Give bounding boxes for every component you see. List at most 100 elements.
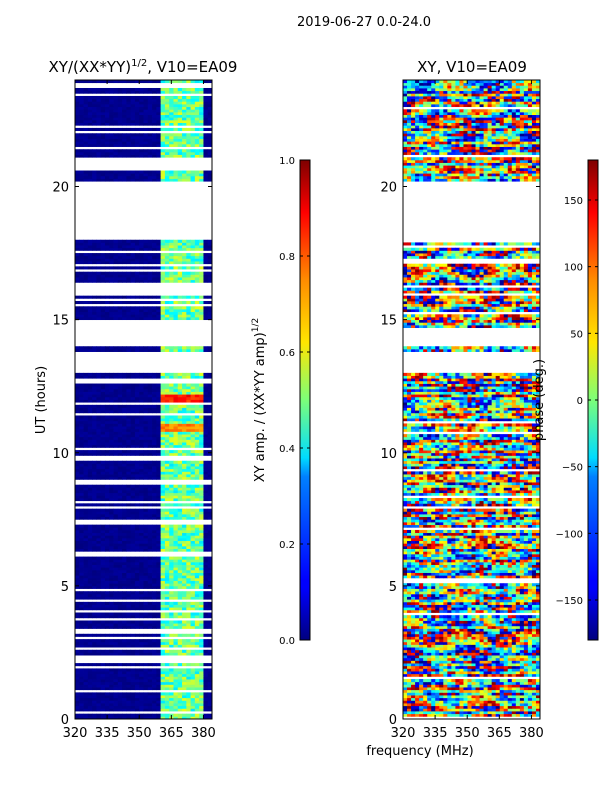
phase-cell (455, 705, 460, 709)
amplitude-cell (83, 436, 89, 440)
amplitude-cell (186, 386, 191, 390)
amplitude-cell (126, 697, 132, 701)
amplitude-cell (126, 684, 132, 688)
amplitude-cell (130, 133, 136, 137)
amplitude-cell (160, 122, 166, 126)
amplitude-cell (104, 652, 110, 656)
amplitude-cell (87, 407, 93, 411)
amplitude-cell (152, 569, 157, 573)
amplitude-cell (143, 703, 149, 707)
amplitude-cell (182, 548, 187, 552)
amplitude-cell (164, 407, 170, 411)
amplitude-cell (109, 261, 114, 265)
amplitude-cell (109, 428, 114, 432)
amplitude-cell (122, 511, 127, 515)
amplitude-cell (134, 375, 140, 379)
phase-cell (507, 705, 513, 709)
amplitude-cell (75, 498, 80, 502)
amplitude-cell (117, 474, 123, 478)
amplitude-cell (126, 716, 132, 720)
amplitude-cell (194, 700, 200, 704)
amplitude-cell (169, 468, 174, 472)
amplitude-cell (169, 681, 174, 685)
amplitude-cell (207, 513, 213, 518)
amplitude-cell (113, 178, 119, 182)
amplitude-cell (173, 87, 179, 92)
amplitude-cell (160, 532, 166, 536)
amplitude-cell (147, 471, 153, 475)
amplitude-cell (134, 178, 140, 182)
amplitude-cell (83, 133, 89, 137)
amplitude-cell (79, 391, 84, 395)
amplitude-cell (173, 703, 179, 707)
amplitude-cell (147, 676, 153, 680)
amplitude-cell (126, 607, 132, 611)
amplitude-cell (92, 705, 97, 709)
amplitude-cell (177, 663, 183, 667)
amplitude-cell (177, 173, 183, 177)
amplitude-cell (75, 639, 80, 643)
amplitude-cell (109, 705, 114, 709)
amplitude-cell (100, 511, 106, 515)
amplitude-cell (139, 673, 144, 677)
amplitude-cell (164, 463, 170, 467)
amplitude-cell (113, 673, 119, 677)
amplitude-cell (75, 572, 80, 576)
amplitude-cell (134, 258, 140, 262)
amplitude-cell (113, 620, 119, 624)
amplitude-cell (147, 513, 153, 518)
amplitude-cell (164, 431, 170, 435)
amplitude-cell (156, 277, 162, 281)
amplitude-cell (100, 476, 106, 480)
amplitude-cell (147, 255, 153, 259)
amplitude-cell (122, 135, 127, 139)
amplitude-cell (173, 492, 179, 496)
amplitude-cell (75, 490, 80, 494)
amplitude-cell (186, 399, 191, 403)
amplitude-cell (130, 548, 136, 552)
amplitude-cell (169, 503, 174, 507)
amplitude-cell (79, 300, 84, 305)
amplitude-cell (156, 295, 162, 299)
amplitude-cell (75, 439, 80, 443)
amplitude-cell (130, 279, 136, 283)
amplitude-cell (182, 623, 187, 627)
amplitude-cell (169, 620, 174, 624)
amplitude-cell (117, 668, 123, 672)
amplitude-cell (143, 564, 149, 568)
amplitude-cell (79, 511, 84, 515)
amplitude-cell (100, 487, 106, 491)
amplitude-cell (83, 452, 89, 456)
amplitude-cell (117, 596, 123, 600)
amplitude-cell (79, 713, 84, 717)
amplitude-cell (117, 471, 123, 475)
amplitude-cell (152, 463, 157, 467)
amplitude-cell (207, 700, 213, 704)
phase-cell (443, 711, 448, 715)
amplitude-cell (194, 426, 200, 430)
amplitude-cell (173, 316, 179, 321)
amplitude-cell (199, 527, 204, 531)
phase-cell (511, 708, 517, 712)
amplitude-cell (190, 388, 196, 392)
amplitude-cell (199, 615, 204, 619)
amplitude-cell (113, 431, 119, 435)
amplitude-cell (173, 386, 179, 390)
amplitude-cell (182, 258, 187, 262)
amplitude-cell (182, 410, 187, 414)
amplitude-cell (96, 316, 102, 321)
amplitude-cell (169, 277, 174, 281)
amplitude-cell (79, 577, 84, 581)
amplitude-cell (130, 239, 136, 243)
amplitude-cell (117, 135, 123, 139)
amplitude-cell (182, 114, 187, 118)
amplitude-cell (117, 258, 123, 262)
amplitude-cell (130, 567, 136, 571)
amplitude-cell (207, 556, 213, 560)
amplitude-cell (169, 439, 174, 443)
amplitude-cell (156, 247, 162, 251)
amplitude-cell (182, 639, 187, 643)
amplitude-cell (130, 452, 136, 456)
amplitude-cell (199, 239, 204, 243)
amplitude-cell (156, 394, 162, 398)
